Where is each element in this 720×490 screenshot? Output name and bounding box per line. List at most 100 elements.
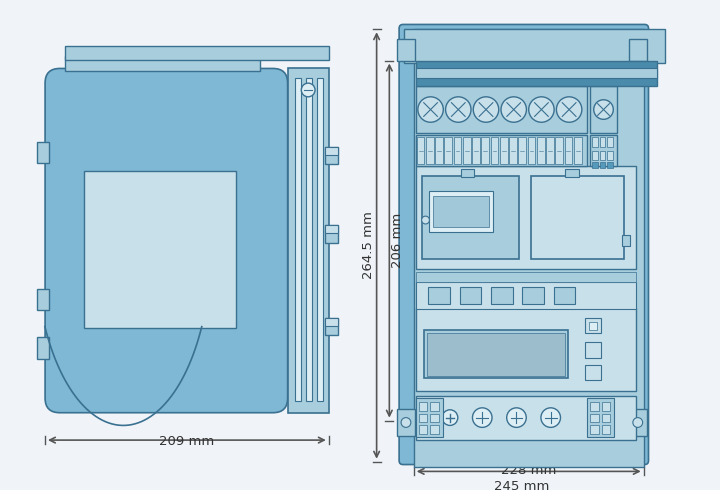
- FancyBboxPatch shape: [423, 330, 568, 378]
- FancyBboxPatch shape: [460, 287, 481, 304]
- FancyBboxPatch shape: [431, 402, 439, 411]
- FancyBboxPatch shape: [325, 318, 338, 336]
- FancyBboxPatch shape: [433, 196, 489, 227]
- FancyBboxPatch shape: [546, 137, 554, 164]
- FancyBboxPatch shape: [463, 137, 471, 164]
- Circle shape: [501, 97, 526, 122]
- FancyBboxPatch shape: [528, 137, 536, 164]
- FancyBboxPatch shape: [37, 142, 49, 163]
- FancyBboxPatch shape: [509, 137, 517, 164]
- FancyBboxPatch shape: [600, 150, 606, 160]
- FancyBboxPatch shape: [592, 162, 598, 168]
- Text: 228 mm: 228 mm: [501, 464, 557, 477]
- FancyBboxPatch shape: [590, 86, 617, 133]
- FancyBboxPatch shape: [429, 191, 493, 232]
- FancyBboxPatch shape: [431, 414, 439, 422]
- Text: 209 mm: 209 mm: [159, 435, 215, 448]
- FancyBboxPatch shape: [589, 322, 597, 330]
- FancyBboxPatch shape: [555, 137, 563, 164]
- FancyBboxPatch shape: [531, 176, 624, 259]
- FancyBboxPatch shape: [564, 137, 572, 164]
- FancyBboxPatch shape: [306, 78, 312, 401]
- FancyBboxPatch shape: [587, 398, 614, 437]
- FancyBboxPatch shape: [500, 137, 508, 164]
- Circle shape: [557, 97, 582, 122]
- FancyBboxPatch shape: [590, 135, 617, 166]
- FancyBboxPatch shape: [415, 166, 636, 269]
- FancyBboxPatch shape: [65, 56, 260, 72]
- FancyBboxPatch shape: [404, 29, 665, 63]
- FancyBboxPatch shape: [461, 169, 474, 177]
- FancyBboxPatch shape: [37, 289, 49, 310]
- FancyBboxPatch shape: [426, 137, 433, 164]
- Circle shape: [528, 97, 554, 122]
- FancyBboxPatch shape: [585, 343, 600, 358]
- FancyBboxPatch shape: [602, 425, 611, 434]
- FancyBboxPatch shape: [590, 425, 598, 434]
- Circle shape: [473, 97, 499, 122]
- FancyBboxPatch shape: [472, 137, 480, 164]
- FancyBboxPatch shape: [585, 318, 600, 334]
- FancyBboxPatch shape: [490, 137, 498, 164]
- FancyBboxPatch shape: [522, 287, 544, 304]
- FancyBboxPatch shape: [417, 137, 425, 164]
- FancyBboxPatch shape: [554, 287, 575, 304]
- FancyBboxPatch shape: [325, 147, 338, 154]
- FancyBboxPatch shape: [600, 137, 606, 147]
- FancyBboxPatch shape: [45, 69, 287, 413]
- Text: 264.5 mm: 264.5 mm: [362, 212, 375, 279]
- FancyBboxPatch shape: [435, 137, 443, 164]
- FancyBboxPatch shape: [414, 29, 644, 467]
- Circle shape: [633, 417, 643, 427]
- FancyBboxPatch shape: [428, 287, 450, 304]
- Circle shape: [594, 100, 613, 120]
- FancyBboxPatch shape: [431, 425, 439, 434]
- Text: 245 mm: 245 mm: [494, 480, 549, 490]
- FancyBboxPatch shape: [422, 176, 519, 259]
- FancyBboxPatch shape: [415, 398, 443, 437]
- FancyBboxPatch shape: [608, 150, 613, 160]
- FancyBboxPatch shape: [482, 137, 489, 164]
- FancyBboxPatch shape: [602, 402, 611, 411]
- FancyBboxPatch shape: [565, 169, 579, 177]
- FancyBboxPatch shape: [454, 137, 462, 164]
- FancyBboxPatch shape: [629, 39, 647, 61]
- FancyBboxPatch shape: [317, 78, 323, 401]
- FancyBboxPatch shape: [590, 414, 598, 422]
- FancyBboxPatch shape: [325, 147, 338, 164]
- FancyBboxPatch shape: [325, 225, 338, 243]
- FancyBboxPatch shape: [419, 425, 428, 434]
- FancyBboxPatch shape: [444, 137, 452, 164]
- FancyBboxPatch shape: [602, 414, 611, 422]
- FancyBboxPatch shape: [399, 24, 649, 465]
- FancyBboxPatch shape: [592, 137, 598, 147]
- Circle shape: [472, 408, 492, 427]
- FancyBboxPatch shape: [491, 287, 513, 304]
- Circle shape: [507, 408, 526, 427]
- FancyBboxPatch shape: [415, 61, 657, 86]
- FancyBboxPatch shape: [629, 409, 647, 436]
- FancyBboxPatch shape: [397, 409, 415, 436]
- Circle shape: [446, 97, 471, 122]
- Circle shape: [401, 417, 411, 427]
- FancyBboxPatch shape: [537, 137, 544, 164]
- FancyBboxPatch shape: [585, 365, 600, 380]
- FancyBboxPatch shape: [415, 396, 636, 440]
- FancyBboxPatch shape: [415, 308, 636, 391]
- FancyBboxPatch shape: [397, 39, 415, 61]
- FancyBboxPatch shape: [608, 162, 613, 168]
- FancyBboxPatch shape: [325, 318, 338, 326]
- FancyBboxPatch shape: [574, 137, 582, 164]
- FancyBboxPatch shape: [287, 69, 329, 413]
- FancyBboxPatch shape: [600, 162, 606, 168]
- FancyBboxPatch shape: [419, 402, 428, 411]
- FancyBboxPatch shape: [622, 235, 630, 246]
- FancyBboxPatch shape: [415, 282, 636, 309]
- FancyBboxPatch shape: [419, 414, 428, 422]
- FancyBboxPatch shape: [295, 78, 302, 401]
- FancyBboxPatch shape: [426, 333, 565, 375]
- FancyBboxPatch shape: [37, 338, 49, 359]
- FancyBboxPatch shape: [592, 150, 598, 160]
- FancyBboxPatch shape: [415, 69, 657, 78]
- FancyBboxPatch shape: [415, 135, 587, 166]
